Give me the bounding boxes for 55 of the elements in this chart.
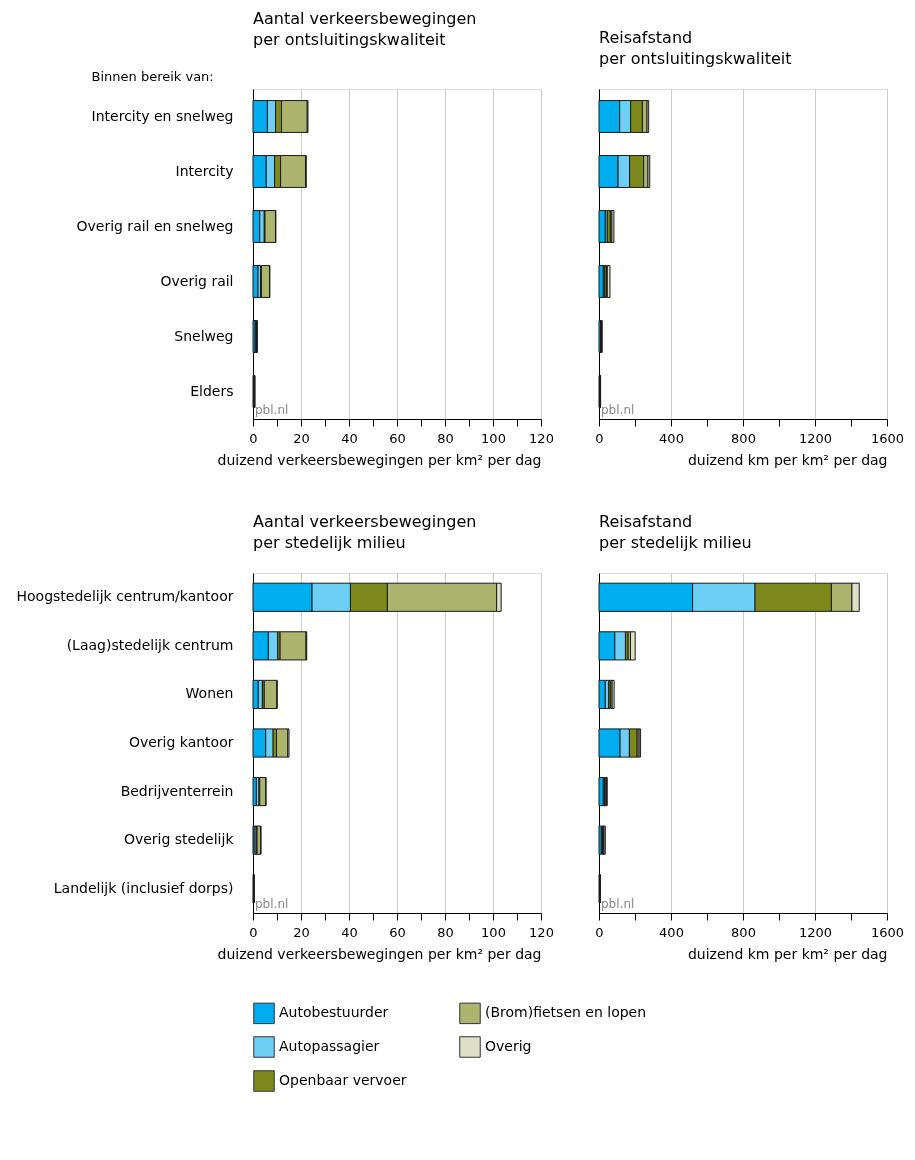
annotation: pbl.nl	[601, 897, 635, 911]
y-tick-label: Overig rail	[160, 272, 234, 289]
x-axis-title: duizend km per km² per dag	[687, 451, 888, 468]
x-tick-label: 400	[659, 430, 684, 446]
legend-label: (Brom)fietsen en lopen	[485, 1004, 647, 1021]
x-tick-label: 60	[389, 924, 406, 940]
x-tick-label: 0	[249, 924, 258, 940]
y-axis-title: Binnen bereik van:	[91, 68, 214, 84]
legend-label: Overig	[485, 1038, 532, 1054]
annotation: pbl.nl	[255, 897, 289, 911]
y-tick-label: Snelweg	[174, 327, 234, 344]
chart-title: Aantal verkeersbewegingen per ontsluitingskwaliteit	[253, 9, 477, 49]
x-axis-title: duizend verkeersbewegingen per km² per dag	[217, 451, 542, 468]
x-tick-label: 1600	[870, 924, 905, 940]
legend-label: Autopassagier	[279, 1038, 380, 1054]
y-tick-label: (Laag)stedelijk centrum	[66, 636, 234, 653]
x-tick-label: 0	[249, 430, 258, 446]
x-tick-label: 400	[659, 924, 684, 940]
x-tick-label: 120	[529, 430, 554, 446]
x-tick-label: 800	[731, 924, 756, 940]
x-tick-label: 80	[437, 924, 454, 940]
x-tick-label: 100	[481, 924, 506, 940]
chart-title: Aantal verkeersbewegingen per stedelijk milieu	[253, 512, 477, 552]
y-tick-label: Overig kantoor	[128, 734, 234, 750]
x-axis-title: duizend km per km² per dag	[687, 945, 888, 962]
y-tick-label: Hoogstedelijk centrum/kantoor	[16, 588, 234, 605]
x-tick-label: 40	[341, 924, 358, 940]
y-tick-label: Intercity en snelweg	[91, 107, 234, 124]
y-tick-label: Landelijk (inclusief dorps)	[53, 879, 234, 896]
x-tick-label: 120	[529, 924, 554, 940]
x-tick-label: 20	[293, 924, 310, 940]
x-tick-label: 20	[293, 430, 310, 446]
y-tick-label: Overig rail en snelweg	[76, 217, 234, 234]
chart-title: Reisafstand per stedelijk milieu	[599, 512, 752, 552]
x-tick-label: 1600	[870, 430, 905, 446]
y-tick-label: Elders	[190, 382, 234, 399]
x-tick-label: 1200	[798, 924, 833, 940]
x-tick-label: 1200	[798, 430, 833, 446]
x-tick-label: 40	[341, 430, 358, 446]
legend-label: Openbaar vervoer	[279, 1072, 407, 1088]
y-tick-label: Bedrijventerrein	[120, 782, 234, 799]
y-tick-label: Wonen	[185, 685, 234, 702]
x-tick-label: 80	[437, 430, 454, 446]
x-tick-label: 0	[595, 924, 604, 940]
x-axis-title: duizend verkeersbewegingen per km² per dag	[217, 945, 542, 962]
y-tick-label: Overig stedelijk	[123, 831, 235, 848]
chart-title: Reisafstand per ontsluitingskwaliteit	[599, 28, 792, 68]
legend-label: Autobestuurder	[279, 1004, 389, 1021]
annotation: pbl.nl	[601, 403, 635, 417]
x-tick-label: 0	[595, 430, 604, 446]
x-tick-label: 60	[389, 430, 406, 446]
x-tick-label: 800	[731, 430, 756, 446]
annotation: pbl.nl	[255, 403, 289, 417]
x-tick-label: 100	[481, 430, 506, 446]
y-tick-label: Intercity	[175, 162, 234, 179]
